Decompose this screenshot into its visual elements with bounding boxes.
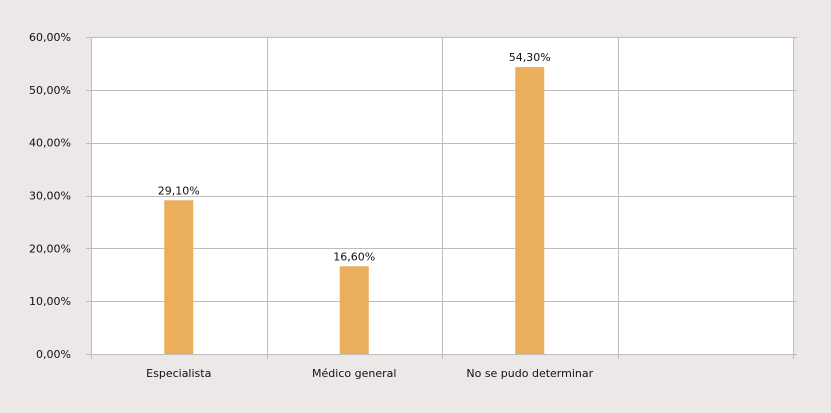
bar[interactable]	[164, 200, 194, 354]
bar[interactable]	[339, 266, 369, 354]
y-tick-label: 0,00%	[36, 348, 71, 361]
bar-value-label: 29,10%	[158, 184, 200, 197]
y-tick-label: 60,00%	[29, 31, 71, 44]
y-tick-label: 20,00%	[29, 242, 71, 255]
bar-value-label: 16,60%	[333, 250, 375, 263]
x-category-label: Médico general	[312, 367, 396, 380]
y-tick-label: 50,00%	[29, 84, 71, 97]
y-tick-label: 30,00%	[29, 190, 71, 203]
bar[interactable]	[515, 67, 545, 355]
x-category-label: Especialista	[146, 367, 211, 380]
y-tick-label: 10,00%	[29, 295, 71, 308]
y-tick-label: 40,00%	[29, 137, 71, 150]
x-category-label: No se pudo determinar	[466, 367, 593, 380]
bar-value-label: 54,30%	[509, 51, 551, 64]
